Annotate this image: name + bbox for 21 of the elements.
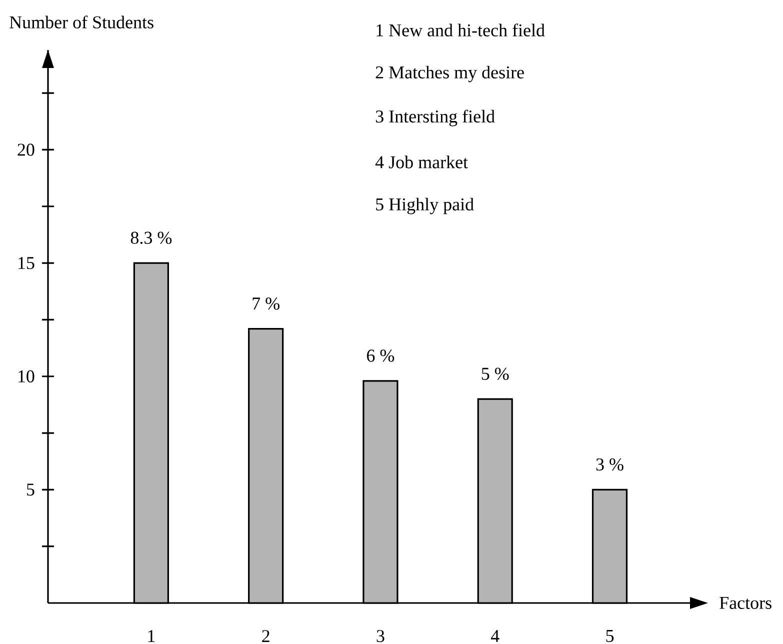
x-tick-label: 1 <box>148 630 155 642</box>
annotation: 2 Matches my desire <box>376 66 524 82</box>
annotation: 7 % <box>252 297 280 310</box>
y-tick-label: 20 <box>18 144 34 156</box>
x-tick-label: 3 <box>376 630 384 642</box>
y-axis-title: Number of Students <box>10 16 154 28</box>
annotation: 5 Highly paid <box>376 198 474 214</box>
y-tick-label: 5 <box>26 484 34 496</box>
x-axis-title: Factors <box>720 597 772 609</box>
x-tick-label: 2 <box>262 630 270 642</box>
annotation: 3 % <box>596 458 624 471</box>
x-tick-label: 4 <box>490 630 500 642</box>
y-tick-label: 10 <box>18 370 34 382</box>
x-tick-label: 5 <box>606 630 614 642</box>
annotation: 5 % <box>482 368 509 380</box>
annotation: 3 Intersting field <box>376 110 495 126</box>
annotation: 4 Job market <box>375 156 468 168</box>
y-tick-label: 15 <box>18 257 34 270</box>
text: 1 New and hi-tech field <box>376 24 545 36</box>
annotation: 6 % <box>367 350 394 362</box>
annotation: 8.3 % <box>130 232 172 244</box>
